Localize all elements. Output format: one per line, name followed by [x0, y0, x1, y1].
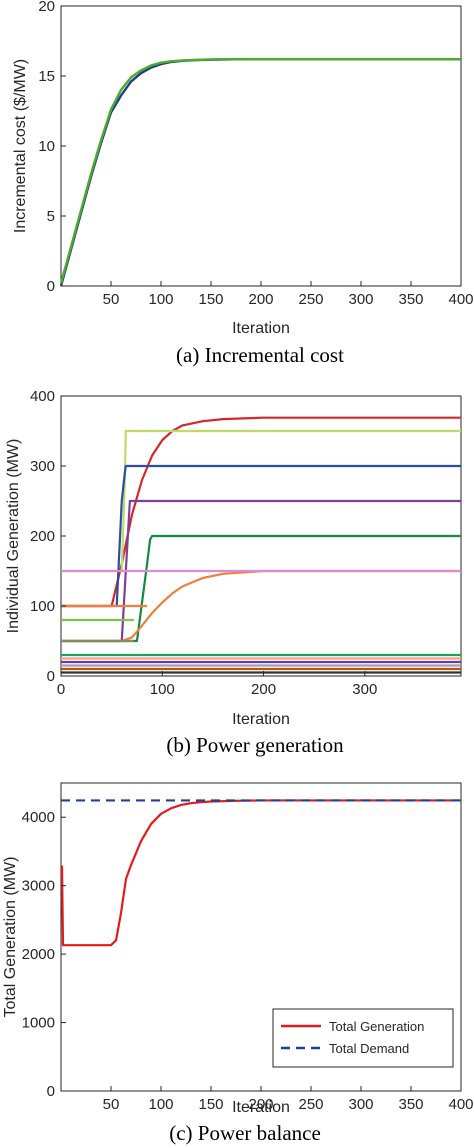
x-axis-label: Iteration [232, 320, 290, 337]
x-ticks: 50 100 150 200 250 300 350 400 [103, 1086, 474, 1113]
x-tick-label: 0 [57, 681, 65, 698]
legend-entry: Total Generation [329, 1019, 424, 1034]
y-tick-label: 4000 [22, 809, 55, 826]
x-ticks: 0 100 200 300 [57, 671, 377, 698]
y-tick-label: 300 [30, 458, 55, 475]
x-tick-label: 300 [348, 291, 373, 308]
x-tick-label: 350 [398, 291, 423, 308]
y-tick-label: 2000 [22, 946, 55, 963]
x-tick-label: 50 [103, 291, 120, 308]
x-tick-label: 100 [150, 681, 175, 698]
x-tick-label: 200 [248, 291, 273, 308]
x-axis-label: Iteration [232, 1099, 290, 1116]
legend-frame [272, 1008, 454, 1068]
y-tick-label: 200 [30, 528, 55, 545]
plot-area [60, 5, 462, 287]
series-layer [61, 416, 461, 674]
series-layer [60, 799, 461, 947]
panel-caption: (a) Incremental cost [176, 343, 344, 367]
x-tick-label: 150 [198, 291, 223, 308]
y-tick-label: 15 [38, 68, 55, 85]
y-ticks: 0 5 10 15 20 [38, 0, 66, 295]
panel-caption: (c) Power balance [169, 1121, 321, 1145]
panel-power-generation: 0 100 200 300 0 100 200 300 400 Iteration Indiv… [5, 388, 462, 757]
x-tick-label: 100 [148, 1096, 173, 1113]
y-axis-label: Individual Generation (MW) [5, 439, 22, 634]
series-line-1 [59, 58, 461, 284]
y-ticks: 0 1000 2000 3000 4000 [22, 809, 66, 1100]
x-tick-label: 50 [103, 1096, 120, 1113]
y-tick-label: 0 [47, 1083, 55, 1100]
y-axis-label: Incremental cost ($/MW) [12, 59, 29, 233]
x-tick-label: 250 [298, 291, 323, 308]
y-tick-label: 1000 [22, 1015, 55, 1032]
x-tick-label: 200 [251, 681, 276, 698]
legend: Total Generation Total Demand [272, 1008, 454, 1068]
x-tick-label: 400 [448, 1096, 473, 1113]
legend-entry: Total Demand [329, 1041, 409, 1056]
x-tick-label: 100 [148, 291, 173, 308]
y-tick-label: 20 [38, 0, 55, 15]
x-axis-label: Iteration [232, 711, 290, 728]
panel-caption: (b) Power generation [166, 733, 344, 757]
y-tick-label: 10 [38, 138, 55, 155]
x-tick-label: 400 [448, 291, 473, 308]
panel-incremental-cost: 50 100 150 200 250 300 350 400 0 5 10 15 20 Iterati… [12, 0, 474, 367]
panel-power-balance: 50 100 150 200 250 300 350 400 0 1000 2000 3000 400… [2, 782, 474, 1145]
y-tick-label: 0 [47, 668, 55, 685]
y-axis-label: Total Generation (MW) [2, 857, 19, 1018]
x-tick-label: 250 [298, 1096, 323, 1113]
y-ticks: 0 100 200 300 400 [30, 388, 66, 685]
x-tick-label: 350 [398, 1096, 423, 1113]
x-tick-label: 300 [348, 1096, 373, 1113]
y-tick-label: 3000 [22, 878, 55, 895]
x-ticks: 50 100 150 200 250 300 350 400 [103, 281, 474, 308]
y-tick-label: 5 [47, 208, 55, 225]
x-tick-label: 200 [248, 1096, 273, 1113]
x-tick-label: 300 [352, 681, 377, 698]
y-tick-label: 0 [47, 278, 55, 295]
series-layer [59, 58, 461, 287]
x-tick-label: 150 [198, 1096, 223, 1113]
y-tick-label: 100 [30, 598, 55, 615]
y-tick-label: 400 [30, 388, 55, 405]
